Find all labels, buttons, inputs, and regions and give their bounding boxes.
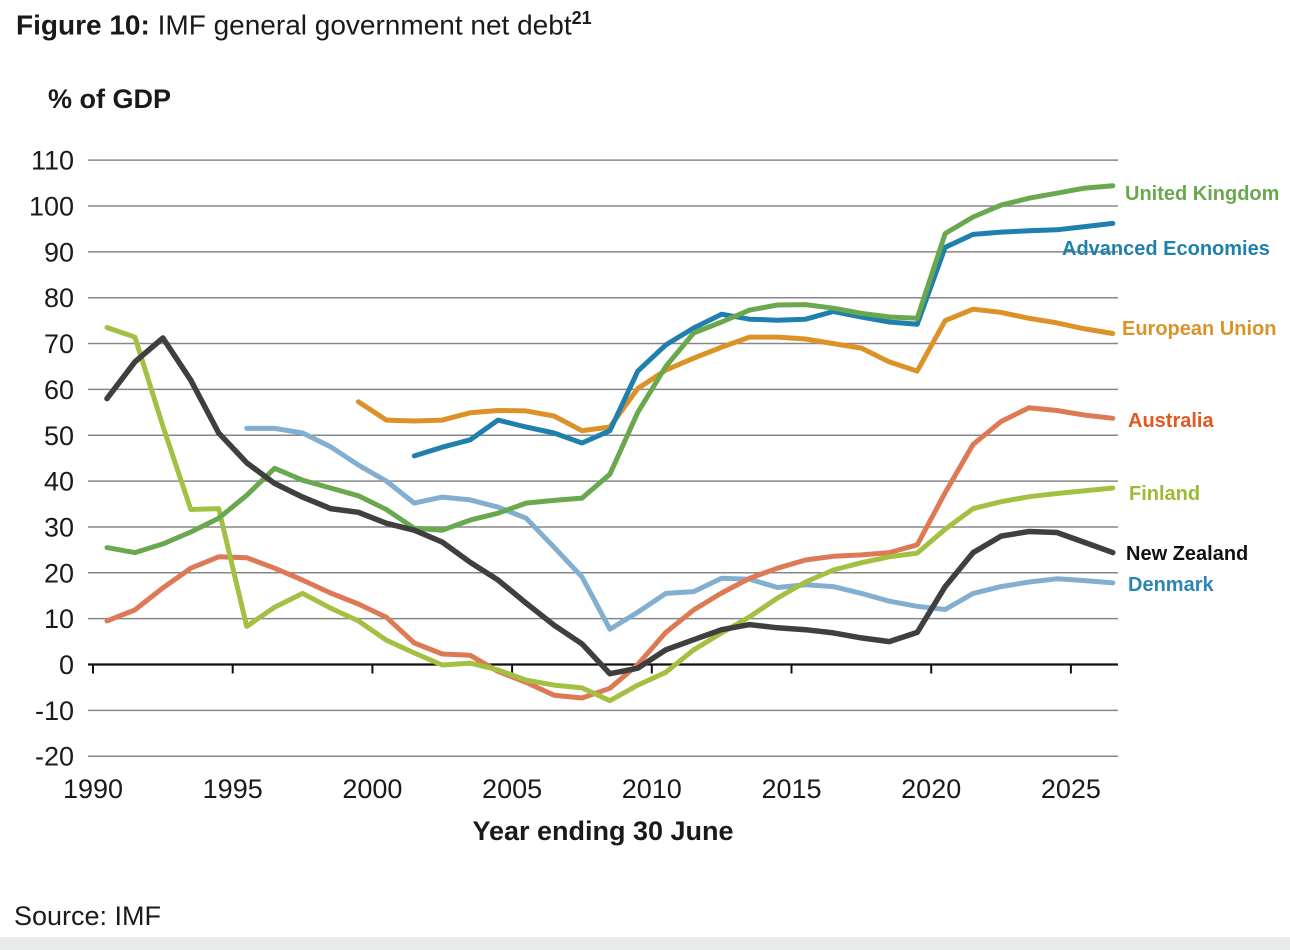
y-tick-label: 0 [59,650,74,680]
y-tick-label: 30 [44,512,74,542]
x-tick-label: 2015 [761,774,821,804]
figure-number: Figure 10: [16,9,150,41]
x-tick-label: 1990 [63,774,123,804]
y-tick-label: 100 [29,192,74,222]
series-line-denmark [244,425,1116,632]
y-tick-label: 40 [44,467,74,497]
y-tick-label: -10 [35,696,74,726]
series-line-advanced-economies [411,220,1116,459]
y-tick-label: 110 [31,146,74,176]
series-line-australia [104,405,1116,701]
x-tick-label: 2005 [482,774,542,804]
source-note: Source: IMF [14,901,162,931]
y-tick-label: 20 [44,558,74,588]
legend-label-european-union: European Union [1122,318,1276,340]
x-tick-label: 2025 [1041,774,1101,804]
x-tick-label: 2020 [901,774,961,804]
legend-label-australia: Australia [1128,410,1214,432]
series-line-european-union [355,306,1116,434]
figure-title: Figure 10: IMF general government net de… [16,8,592,41]
figure-title-text: IMF general government net debt [149,9,572,41]
legend-label-denmark: Denmark [1128,574,1214,596]
legend-label-united-kingdom: United Kingdom [1125,183,1279,205]
x-axis-title: Year ending 30 June [472,816,734,846]
series-line-new-zealand [104,335,1116,677]
y-tick-label: 10 [44,604,74,634]
x-tick-label: 2000 [342,774,402,804]
x-tick-label: 2010 [622,774,682,804]
y-tick-label: 70 [44,329,74,359]
series-line-united-kingdom [104,183,1116,556]
y-tick-label: 80 [44,283,74,313]
y-tick-label: 50 [44,421,74,451]
footer-strip [0,937,1290,950]
footnote-marker: 21 [571,8,592,28]
legend-label-finland: Finland [1129,483,1200,505]
y-tick-label: -20 [35,742,74,772]
y-axis-title: % of GDP [48,84,172,114]
y-tick-label: 60 [44,375,74,405]
x-tick-label: 1995 [203,774,263,804]
y-tick-label: 90 [44,237,74,267]
legend-label-new-zealand: New Zealand [1126,543,1248,565]
legend-label-advanced-economies: Advanced Economies [1062,238,1270,260]
series-line-finland [104,325,1116,704]
